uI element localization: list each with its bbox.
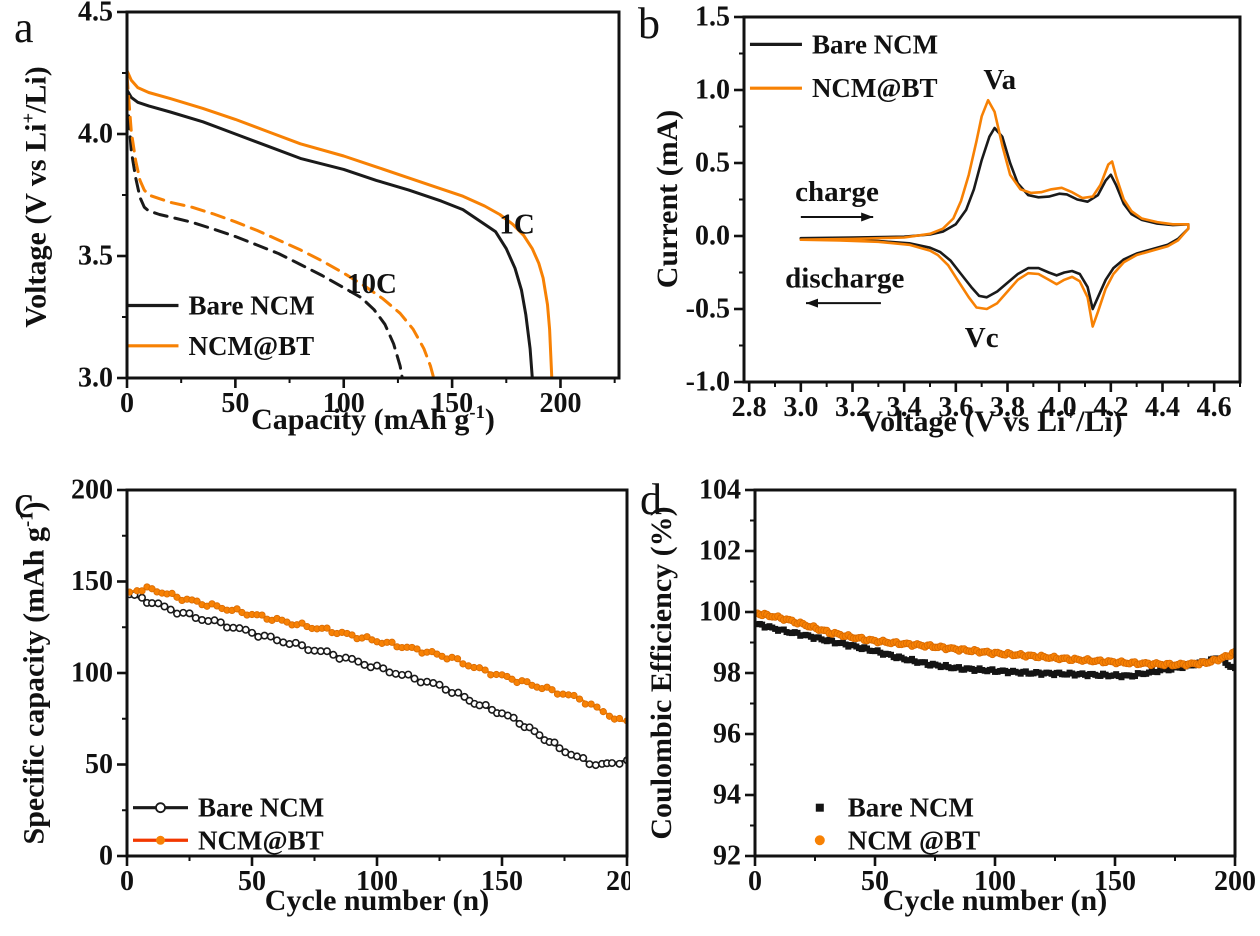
panel-d-xlabel: Cycle number (n) <box>882 884 1108 917</box>
svg-text:50: 50 <box>861 866 889 897</box>
svg-text:Bare NCM: Bare NCM <box>198 793 324 823</box>
panel-c-xlabel: Cycle number (n) <box>264 884 490 917</box>
svg-text:150: 150 <box>1094 866 1136 897</box>
svg-text:150: 150 <box>71 566 113 597</box>
svg-text:4.0: 4.0 <box>1042 392 1077 423</box>
panel-b-ylabel: Current (mA) <box>651 109 684 289</box>
svg-text:0.0: 0.0 <box>695 221 730 252</box>
svg-text:50: 50 <box>85 749 113 780</box>
svg-text:200: 200 <box>539 388 581 419</box>
panel-d-plot: 0 50 100 150 200 92 94 96 98 100 102 104 Bare NCMNCM… <box>699 475 1256 898</box>
svg-text:100: 100 <box>974 866 1016 897</box>
svg-text:3.5: 3.5 <box>78 241 113 272</box>
svg-text:200: 200 <box>71 475 113 506</box>
svg-text:NCM@BT: NCM@BT <box>812 73 938 103</box>
svg-text:1.0: 1.0 <box>695 75 730 106</box>
panel-a: 0 50 100 150 200 3.0 3.5 4.0 4.5 Bare NCM NCM@BT 1C… <box>0 0 630 466</box>
svg-text:3.6: 3.6 <box>938 392 973 423</box>
svg-text:98: 98 <box>713 658 741 689</box>
svg-text:3.2: 3.2 <box>835 392 870 423</box>
panel-c-letter: c <box>14 477 34 526</box>
panel-a-xlabel: Capacity (mAh g-1) <box>251 402 495 436</box>
svg-text:100: 100 <box>356 866 398 897</box>
svg-text:3.0: 3.0 <box>783 392 818 423</box>
svg-text:Vc: Vc <box>965 322 999 354</box>
svg-text:0: 0 <box>748 866 762 897</box>
svg-text:102: 102 <box>699 536 741 567</box>
svg-text:charge: charge <box>795 176 879 208</box>
svg-text:4.2: 4.2 <box>1093 392 1128 423</box>
svg-text:200: 200 <box>606 866 630 897</box>
svg-text:1.5: 1.5 <box>695 2 730 33</box>
svg-text:100: 100 <box>71 658 113 689</box>
svg-text:100: 100 <box>699 597 741 628</box>
svg-text:150: 150 <box>481 866 523 897</box>
svg-text:92: 92 <box>713 841 741 872</box>
svg-text:Va: Va <box>983 64 1016 96</box>
panel-d-letter: d <box>640 475 662 524</box>
svg-text:3.4: 3.4 <box>887 392 922 423</box>
panel-b: 2.8 3.0 3.2 3.4 3.6 3.8 4.0 4.2 4.4 4.6 -1.0 -0.5 0.… <box>630 0 1260 466</box>
svg-text:0: 0 <box>120 866 134 897</box>
svg-text:0.5: 0.5 <box>695 148 730 179</box>
svg-text:4.0: 4.0 <box>78 119 113 150</box>
panel-b-letter: b <box>638 0 660 48</box>
svg-text:-1.0: -1.0 <box>686 367 730 398</box>
svg-text:Bare NCM: Bare NCM <box>848 793 974 823</box>
panel-c-ylabel: Specific capacity (mAh g-1) <box>16 501 51 845</box>
svg-text:100: 100 <box>323 388 365 419</box>
panel-b-xlabel: Voltage (V vs Li+/Li) <box>861 404 1123 438</box>
svg-text:96: 96 <box>713 719 741 750</box>
svg-text:discharge: discharge <box>785 262 904 294</box>
panel-d-ylabel: Coulombic Efficiency (%) <box>645 506 678 840</box>
panel-b-plot: 2.8 3.0 3.2 3.4 3.6 3.8 4.0 4.2 4.4 4.6 -1.0 -0.5 0.… <box>686 2 1242 423</box>
panel-d: 0 50 100 150 200 92 94 96 98 100 102 104 Bare NCM NCM… <box>630 466 1260 936</box>
svg-text:200: 200 <box>1214 866 1256 897</box>
svg-text:0: 0 <box>120 388 134 419</box>
svg-text:4.6: 4.6 <box>1197 392 1232 423</box>
svg-text:10C: 10C <box>347 268 397 300</box>
svg-text:3.8: 3.8 <box>990 392 1025 423</box>
svg-text:50: 50 <box>221 388 249 419</box>
svg-text:-0.5: -0.5 <box>686 294 730 325</box>
svg-text:104: 104 <box>699 475 741 506</box>
svg-text:NCM @BT: NCM @BT <box>848 825 980 855</box>
panel-a-ylabel: Voltage (V vs Li+/Li) <box>18 66 53 328</box>
svg-text:Bare NCM: Bare NCM <box>188 291 314 321</box>
svg-text:2.8: 2.8 <box>732 392 767 423</box>
panel-a-plot: 0 50 100 150 200 3.0 3.5 4.0 4.5 Bare NCM NCM@BT 1C… <box>78 0 621 419</box>
svg-text:1C: 1C <box>499 208 534 240</box>
svg-text:94: 94 <box>713 780 741 811</box>
svg-text:4.5: 4.5 <box>78 0 113 28</box>
svg-text:0: 0 <box>99 841 113 872</box>
panel-a-letter: a <box>14 3 34 52</box>
svg-text:NCM@BT: NCM@BT <box>188 331 314 361</box>
svg-text:4.4: 4.4 <box>1145 392 1180 423</box>
svg-text:Bare NCM: Bare NCM <box>812 29 938 59</box>
svg-text:150: 150 <box>431 388 473 419</box>
svg-text:50: 50 <box>238 866 266 897</box>
svg-text:3.0: 3.0 <box>78 363 113 394</box>
svg-text:NCM@BT: NCM@BT <box>198 825 324 855</box>
